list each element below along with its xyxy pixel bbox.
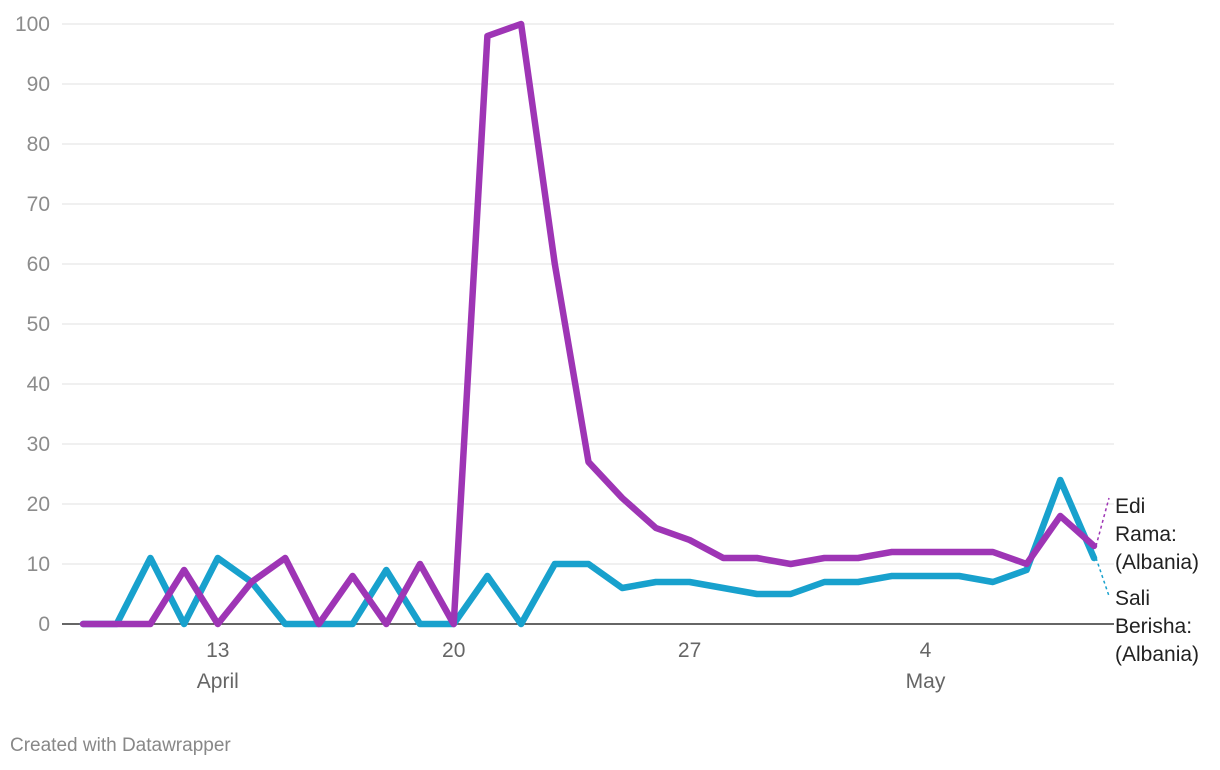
y-tick-label: 30 bbox=[27, 433, 50, 456]
series-label-1: Edi Rama: (Albania) bbox=[1115, 495, 1199, 574]
series-label-line: Edi bbox=[1115, 495, 1145, 518]
label-leader-line bbox=[1095, 497, 1110, 547]
y-tick-label: 80 bbox=[27, 133, 50, 156]
x-tick-month-label: May bbox=[906, 670, 946, 693]
series-labels: Sali Berisha: (Albania) Edi Rama: (Albania) bbox=[1095, 495, 1199, 666]
label-leader-line bbox=[1095, 557, 1110, 597]
y-tick-label: 90 bbox=[27, 73, 50, 96]
x-axis-ticks: 13 April 20 27 4 May bbox=[197, 639, 946, 693]
series-lines bbox=[79, 20, 1098, 628]
x-tick-month-label: April bbox=[197, 670, 239, 693]
series-label-line: (Albania) bbox=[1115, 551, 1199, 574]
y-tick-label: 10 bbox=[27, 553, 50, 576]
y-tick-label: 0 bbox=[38, 613, 50, 636]
y-tick-label: 70 bbox=[27, 193, 50, 216]
credit-text: Created with Datawrapper bbox=[10, 735, 231, 756]
gridlines bbox=[62, 23, 1114, 625]
series-label-line: Sali bbox=[1115, 587, 1150, 610]
x-tick-label: 13 bbox=[206, 639, 229, 662]
x-tick-label: 20 bbox=[442, 639, 465, 662]
x-tick-label: 27 bbox=[678, 639, 701, 662]
y-tick-label: 100 bbox=[15, 13, 50, 36]
series-label-line: (Albania) bbox=[1115, 643, 1199, 666]
y-tick-label: 20 bbox=[27, 493, 50, 516]
y-tick-label: 50 bbox=[27, 313, 50, 336]
series-label-0: Sali Berisha: (Albania) bbox=[1115, 587, 1199, 666]
series-label-line: Berisha: bbox=[1115, 615, 1192, 638]
y-tick-label: 60 bbox=[27, 253, 50, 276]
series-label-line: Rama: bbox=[1115, 523, 1177, 546]
x-tick-label: 4 bbox=[920, 639, 932, 662]
y-axis-ticks: 0 10 20 30 40 50 60 70 80 90 100 bbox=[15, 13, 50, 636]
y-tick-label: 40 bbox=[27, 373, 50, 396]
series-line-1 bbox=[79, 20, 1098, 628]
